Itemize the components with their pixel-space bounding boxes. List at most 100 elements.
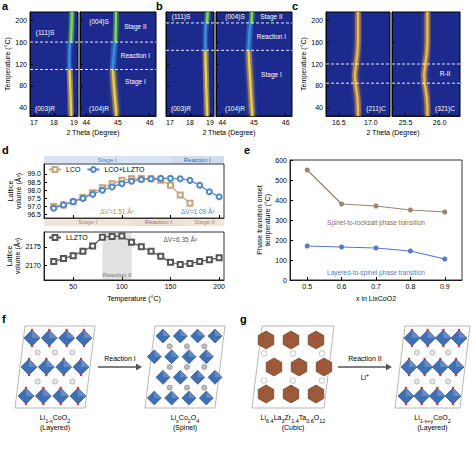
svg-text:Reaction II: Reaction II (103, 272, 132, 278)
svg-text:25.5: 25.5 (399, 119, 413, 126)
svg-text:temperature (°C): temperature (°C) (264, 194, 272, 246)
svg-text:(321)C: (321)C (435, 105, 455, 113)
svg-text:Reaction I: Reaction I (184, 157, 211, 163)
svg-text:Reaction I: Reaction I (104, 355, 136, 362)
svg-text:45: 45 (114, 119, 122, 126)
svg-text:120: 120 (311, 61, 323, 68)
svg-text:Phase transition onset: Phase transition onset (256, 185, 263, 254)
svg-text:LLZTO: LLZTO (66, 234, 88, 241)
svg-text:200: 200 (275, 237, 287, 244)
svg-text:LCO: LCO (66, 166, 81, 173)
svg-text:2 Theta (Degree): 2 Theta (Degree) (66, 129, 119, 137)
svg-text:(003)R: (003)R (35, 105, 55, 113)
svg-text:Stage II: Stage II (260, 13, 283, 21)
svg-text:(104)R: (104)R (89, 105, 109, 113)
svg-text:100: 100 (275, 257, 287, 264)
svg-text:d: d (2, 144, 9, 156)
svg-text:a: a (2, 0, 9, 12)
svg-text:96.5: 96.5 (27, 211, 41, 218)
svg-text:LCO+LLZTO: LCO+LLZTO (104, 166, 145, 173)
svg-text:2 Theta (Degree): 2 Theta (Degree) (366, 129, 419, 137)
svg-text:Stage I: Stage I (78, 219, 97, 225)
svg-text:Li6.4La3Zr1.4Ta0.6O12: Li6.4La3Zr1.4Ta0.6O12 (261, 414, 326, 424)
svg-text:(Layered): (Layered) (40, 424, 70, 432)
svg-text:Temperature (°C): Temperature (°C) (300, 37, 308, 91)
svg-text:400: 400 (275, 197, 287, 204)
svg-text:44: 44 (82, 119, 90, 126)
svg-text:Reaction I: Reaction I (145, 219, 172, 225)
svg-text:Stage II: Stage II (124, 23, 147, 31)
svg-text:18: 18 (186, 119, 194, 126)
svg-text:46: 46 (282, 119, 290, 126)
svg-text:Lattice: Lattice (6, 246, 13, 267)
svg-text:Reaction I: Reaction I (257, 33, 286, 40)
svg-text:200: 200 (213, 283, 225, 290)
svg-text:(104)R: (104)R (225, 105, 245, 113)
svg-text:LixCo2O4: LixCo2O4 (171, 414, 200, 424)
svg-text:98.5: 98.5 (27, 179, 41, 186)
svg-text:0: 0 (283, 277, 287, 284)
svg-text:Reaction II: Reaction II (348, 355, 382, 362)
svg-text:40: 40 (315, 104, 323, 111)
svg-text:26.0: 26.0 (433, 119, 447, 126)
svg-text:500: 500 (275, 177, 287, 184)
svg-text:17: 17 (30, 119, 38, 126)
svg-text:Stage I: Stage I (125, 78, 146, 86)
svg-text:volume (Å³): volume (Å³) (14, 173, 23, 209)
svg-text:600: 600 (275, 157, 287, 164)
svg-text:19: 19 (206, 119, 214, 126)
svg-text:c: c (292, 0, 298, 12)
svg-text:(111)S: (111)S (172, 13, 191, 21)
svg-text:(003)R: (003)R (171, 105, 191, 113)
svg-text:Reaction I: Reaction I (121, 52, 150, 59)
svg-text:Li1-x+yCoO2: Li1-x+yCoO2 (414, 414, 451, 424)
svg-text:120: 120 (15, 61, 27, 68)
svg-text:Temperature (°C): Temperature (°C) (107, 295, 161, 303)
svg-text:50: 50 (69, 283, 77, 290)
svg-text:46: 46 (146, 119, 154, 126)
svg-text:2170: 2170 (25, 262, 41, 269)
svg-text:(211)C: (211)C (366, 105, 386, 113)
svg-text:ΔV=1.51 Å³: ΔV=1.51 Å³ (100, 207, 134, 215)
svg-text:Temperature (°C): Temperature (°C) (4, 37, 12, 91)
svg-text:(Cubic): (Cubic) (282, 424, 305, 432)
svg-text:Stage II: Stage II (194, 219, 215, 225)
svg-text:R-II: R-II (440, 70, 451, 77)
svg-text:16.5: 16.5 (332, 119, 346, 126)
svg-text:80: 80 (19, 82, 27, 89)
svg-text:(Layered): (Layered) (418, 424, 448, 432)
svg-text:200: 200 (311, 17, 323, 24)
svg-text:99.0: 99.0 (27, 170, 41, 177)
svg-text:ΔV=1.09 Å³: ΔV=1.09 Å³ (181, 207, 215, 215)
svg-text:0.6: 0.6 (337, 283, 347, 290)
svg-text:Stage I: Stage I (261, 71, 282, 79)
svg-text:Spinel-to-rocksalt phase trans: Spinel-to-rocksalt phase transition (327, 219, 425, 227)
svg-text:2175: 2175 (25, 243, 41, 250)
svg-text:200: 200 (15, 17, 27, 24)
svg-text:17.0: 17.0 (364, 119, 378, 126)
svg-text:97.0: 97.0 (27, 203, 41, 210)
svg-text:2 Theta (Degree): 2 Theta (Degree) (202, 129, 255, 137)
svg-text:g: g (240, 313, 247, 325)
svg-text:(004)S: (004)S (89, 18, 109, 26)
svg-text:e: e (244, 144, 250, 156)
svg-text:17: 17 (166, 119, 174, 126)
svg-text:160: 160 (311, 39, 323, 46)
svg-text:100: 100 (116, 283, 128, 290)
svg-text:(Spinel): (Spinel) (173, 424, 197, 432)
svg-text:(004)S: (004)S (225, 13, 245, 21)
svg-text:97.5: 97.5 (27, 195, 41, 202)
svg-text:40: 40 (19, 104, 27, 111)
svg-text:Layered-to-spinel phase transi: Layered-to-spinel phase transition (327, 269, 425, 277)
svg-text:45: 45 (250, 119, 258, 126)
svg-text:(111)S: (111)S (36, 29, 55, 37)
svg-text:19: 19 (70, 119, 78, 126)
svg-text:Li+: Li+ (361, 372, 370, 381)
svg-text:80: 80 (315, 82, 323, 89)
svg-text:0.8: 0.8 (406, 283, 416, 290)
svg-text:160: 160 (15, 39, 27, 46)
svg-text:Stage I: Stage I (98, 157, 117, 163)
svg-text:Lattice: Lattice (7, 181, 14, 202)
svg-text:18: 18 (50, 119, 58, 126)
svg-text:volume (Å³): volume (Å³) (13, 238, 22, 274)
